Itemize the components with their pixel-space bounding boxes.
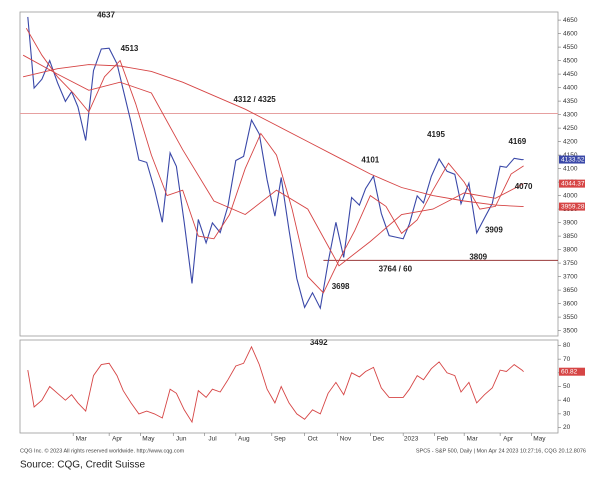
annotation: 3764 / 60 [379,264,413,273]
series-line [27,345,524,424]
end-tag-label: 4133.52 [561,156,585,163]
y-tick-label: 30 [563,411,571,418]
y-tick-label: 3650 [563,287,578,294]
x-tick-label: May [533,436,546,443]
series-line [22,54,524,267]
end-tag [559,179,585,188]
y-tick-label: 4650 [563,17,578,24]
annotation: 4312 / 4325 [233,95,276,104]
y-tick-label: 40 [563,397,571,404]
source: Source: CQG, Credit Suisse [20,460,145,471]
x-tick-label: Dec [373,436,385,443]
y-tick-label: 4450 [563,71,578,78]
x-tick-label: Mar [76,436,88,443]
annotation: 3909 [485,225,503,234]
end-tag [559,367,585,376]
y-tick-label: 4500 [563,57,578,64]
end-tag [559,202,585,211]
x-tick-label: Jun [176,436,187,443]
end-tag-label: 4044.37 [561,180,585,187]
series-line [27,16,524,310]
annotation: 4070 [515,182,533,191]
annotation: 4101 [361,155,379,164]
series-line [25,27,524,294]
x-tick-label: Oct [308,436,318,443]
end-tag-label: 3959.28 [561,203,585,210]
y-tick-label: 3500 [563,327,578,334]
x-tick-label: Nov [340,436,352,443]
annotation: 4637 [97,11,115,20]
y-tick-label: 70 [563,356,571,363]
x-tick-label: Apr [503,436,514,443]
x-tick-label: 2023 [404,436,419,443]
y-tick-label: 3550 [563,314,578,321]
chart-info: SPC5 - S&P 500, Daily | Mon Apr 24 2023 … [416,448,586,454]
x-tick-label: Mar [467,436,479,443]
y-tick-label: 3900 [563,219,578,226]
annotation: 4169 [508,137,526,146]
x-tick-label: Jul [208,436,217,443]
y-tick-label: 80 [563,342,571,349]
y-tick-label: 4250 [563,125,578,132]
panel-frame [19,11,559,337]
y-tick-label: 20 [563,424,571,431]
y-tick-label: 3850 [563,233,578,240]
annotation: 3809 [469,252,487,261]
series-line [22,64,524,208]
annotation: 4513 [121,44,139,53]
y-tick-label: 3750 [563,260,578,267]
annotation: 4195 [427,130,445,139]
y-tick-label: 4150 [563,152,578,159]
x-tick-label: Sep [274,436,286,443]
y-tick-label: 3800 [563,246,578,253]
x-tick-label: Aug [238,436,250,443]
annotation: 3492 [310,338,328,347]
y-tick-label: 4550 [563,44,578,51]
y-tick-label: 4200 [563,138,578,145]
x-tick-label: Feb [437,436,449,443]
y-tick-label: 4350 [563,98,578,105]
copyright: CQG Inc. © 2023 All rights reserved worl… [20,447,185,454]
y-tick-label: 3700 [563,273,578,280]
y-tick-label: 3600 [563,300,578,307]
end-tag-label: 60.82 [561,368,578,375]
y-tick-label: 4000 [563,192,578,199]
x-tick-label: Apr [112,436,123,443]
annotation: 3698 [332,282,350,291]
y-tick-label: 4600 [563,30,578,37]
y-tick-label: 50 [563,383,571,390]
y-tick-label: 4300 [563,111,578,118]
y-tick-label: 4400 [563,84,578,91]
x-tick-label: May [142,436,155,443]
y-tick-label: 4100 [563,165,578,172]
end-tag [559,155,585,164]
